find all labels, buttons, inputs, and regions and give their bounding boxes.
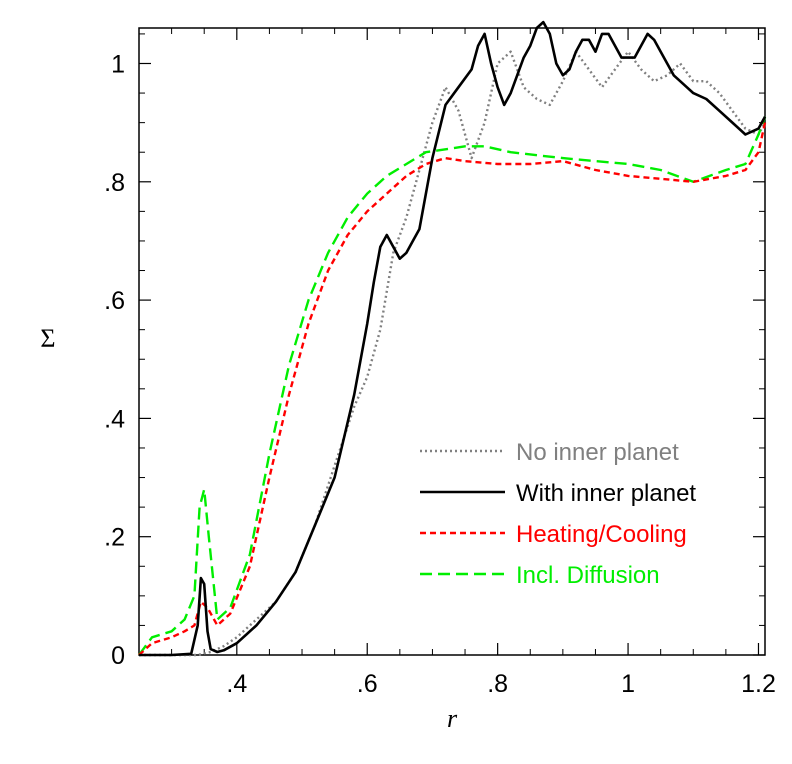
y-tick-label: 1 [111,50,125,78]
legend-label: With inner planet [516,480,696,507]
series-lines [138,20,767,657]
x-tick-label: .8 [487,670,508,698]
x-tick-label: .4 [226,670,247,698]
y-tick-label: .6 [104,287,125,315]
x-tick-label: 1 [621,670,635,698]
legend-label: No inner planet [516,439,679,466]
x-tick-labels: .4 .6 .8 1 1.2 [226,670,775,698]
x-axis-label: r [447,704,458,733]
series-line-incl-diffusion [138,116,767,656]
series-line-no-inner-planet [139,50,767,657]
x-tick-label: .6 [357,670,378,698]
legend: No inner planet With inner planet Heating/… [420,439,696,589]
y-tick-label: .4 [104,405,125,433]
y-tick-label: .8 [104,169,125,197]
y-axis-label: Σ [40,324,55,353]
legend-label: Incl. Diffusion [516,562,660,589]
series-line-heating-cooling [138,122,767,656]
y-tick-label: .2 [104,524,125,552]
legend-label: Heating/Cooling [516,521,687,548]
plot-frame [138,27,766,656]
series-line-with-inner-planet [139,20,767,657]
y-tick-label: 0 [111,642,125,670]
y-tick-labels: 0 .2 .4 .6 .8 1 [104,50,125,670]
axis-ticks [138,28,765,656]
x-tick-label: 1.2 [741,670,776,698]
